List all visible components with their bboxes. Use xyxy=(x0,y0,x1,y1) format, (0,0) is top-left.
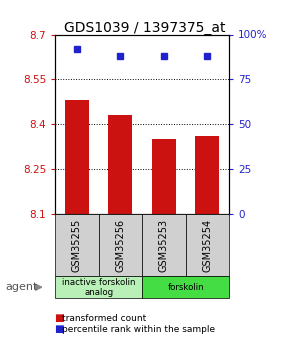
Bar xyxy=(152,139,176,214)
Text: GSM35256: GSM35256 xyxy=(115,218,125,272)
Text: forskolin: forskolin xyxy=(167,283,204,292)
Text: agent: agent xyxy=(6,282,38,292)
Bar xyxy=(195,136,219,214)
Bar xyxy=(108,115,132,214)
Text: GSM35254: GSM35254 xyxy=(202,218,212,272)
Text: percentile rank within the sample: percentile rank within the sample xyxy=(62,325,215,334)
Text: GDS1039 / 1397375_at: GDS1039 / 1397375_at xyxy=(64,21,226,36)
Text: GSM35255: GSM35255 xyxy=(72,218,82,272)
Bar xyxy=(65,100,89,214)
Text: ■: ■ xyxy=(54,324,64,334)
Text: ■: ■ xyxy=(54,313,64,323)
Text: GSM35253: GSM35253 xyxy=(159,218,169,272)
Text: transformed count: transformed count xyxy=(62,314,147,323)
Text: inactive forskolin
analog: inactive forskolin analog xyxy=(62,277,135,297)
